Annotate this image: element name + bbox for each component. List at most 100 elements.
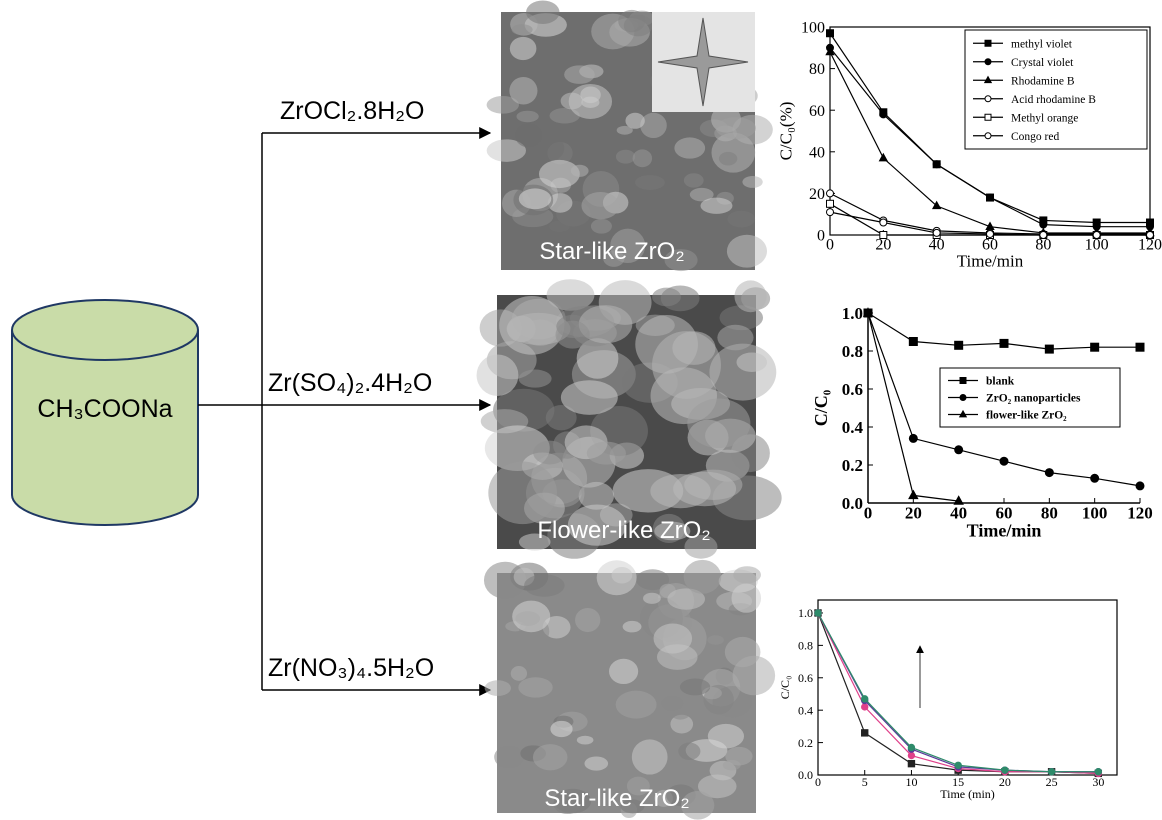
texture (575, 608, 600, 632)
texture (488, 462, 557, 525)
marker (1091, 474, 1099, 482)
y-tick-label: 0.8 (798, 639, 813, 653)
marker (1045, 345, 1053, 353)
texture (533, 744, 568, 770)
marker (1000, 339, 1008, 347)
y-tick-label: 0.2 (798, 736, 813, 750)
marker (1136, 343, 1144, 351)
texture (684, 173, 704, 187)
texture (518, 677, 552, 697)
marker (1040, 232, 1047, 239)
x-tick-label: 80 (1041, 503, 1058, 522)
marker (1093, 232, 1100, 239)
texture (671, 709, 689, 720)
legend-label: Crystal violet (1011, 57, 1074, 69)
product-label: Star-like ZrO₂ (544, 785, 689, 812)
sem-image (484, 560, 775, 820)
marker (987, 194, 994, 201)
marker (933, 161, 940, 168)
marker (955, 446, 963, 454)
texture (509, 77, 537, 105)
texture (616, 150, 635, 164)
y-tick-label: 0.0 (842, 494, 863, 513)
texture (584, 756, 608, 770)
legend: methyl violetCrystal violetRhodamine BAc… (965, 30, 1147, 149)
y-tick-label: 0.6 (842, 380, 863, 399)
marker (1091, 343, 1099, 351)
texture (731, 584, 761, 613)
texture (733, 566, 761, 583)
texture (687, 399, 750, 448)
texture (707, 635, 724, 644)
y-tick-label: 1.0 (798, 606, 813, 620)
texture (571, 165, 589, 177)
x-axis-label: Time/min (957, 251, 1024, 270)
x-tick-label: 20 (905, 503, 922, 522)
texture (654, 623, 693, 653)
marker (827, 30, 834, 37)
y-axis-label: C/C₀ (778, 676, 792, 700)
texture (539, 136, 564, 160)
texture (650, 474, 710, 508)
texture (524, 574, 565, 597)
texture (587, 442, 626, 465)
texture (643, 593, 661, 604)
marker (879, 154, 887, 161)
texture (716, 117, 756, 139)
y-tick-label: 80 (809, 61, 825, 78)
texture (684, 560, 722, 594)
texture (701, 198, 733, 214)
texture (640, 113, 667, 138)
texture (609, 659, 638, 684)
texture (717, 325, 753, 351)
texture (661, 696, 684, 711)
texture (633, 149, 652, 167)
inset-image (652, 12, 755, 112)
texture (561, 380, 618, 415)
line-chart: 0510152025300.00.20.40.60.81.0Time (min)… (778, 600, 1117, 801)
texture (734, 280, 766, 312)
y-tick-label: 0.8 (842, 342, 863, 361)
texture (652, 288, 681, 307)
texture (477, 354, 519, 396)
marker (862, 704, 868, 710)
y-axis-label: C/C₀ (811, 390, 831, 426)
x-tick-label: 20 (999, 775, 1011, 789)
texture (725, 747, 752, 766)
marker (933, 229, 940, 236)
y-tick-label: 0.2 (842, 456, 863, 475)
marker (1040, 221, 1047, 228)
y-tick-label: 0.6 (798, 671, 813, 685)
marker (827, 190, 834, 197)
marker (985, 133, 991, 139)
y-tick-label: 40 (809, 144, 825, 161)
plot-frame (818, 600, 1117, 775)
texture (612, 567, 633, 584)
y-tick-label: 100 (801, 20, 825, 37)
y-tick-label: 0.4 (798, 703, 813, 717)
texture (719, 152, 737, 166)
texture (515, 123, 543, 147)
marker (960, 378, 966, 384)
marker (862, 696, 868, 702)
marker (985, 59, 991, 65)
marker (827, 209, 834, 216)
texture (727, 235, 767, 268)
x-tick-label: 10 (905, 775, 917, 789)
texture (674, 137, 705, 158)
legend-label: methyl violet (1011, 38, 1073, 50)
y-tick-label: 0.4 (842, 418, 864, 437)
texture (517, 111, 539, 122)
x-axis-label: Time/min (967, 520, 1042, 540)
texture (725, 637, 761, 667)
texture (742, 176, 762, 188)
x-tick-label: 0 (815, 775, 821, 789)
texture (736, 352, 767, 372)
marker (955, 762, 961, 768)
line-chart: 0204060801001200.00.20.40.60.81.0Time/mi… (811, 304, 1153, 540)
texture (680, 679, 710, 696)
x-tick-label: 40 (950, 503, 967, 522)
texture (616, 691, 657, 719)
reagent-label: Zr(SO₄)₂.4H₂O (268, 369, 432, 397)
